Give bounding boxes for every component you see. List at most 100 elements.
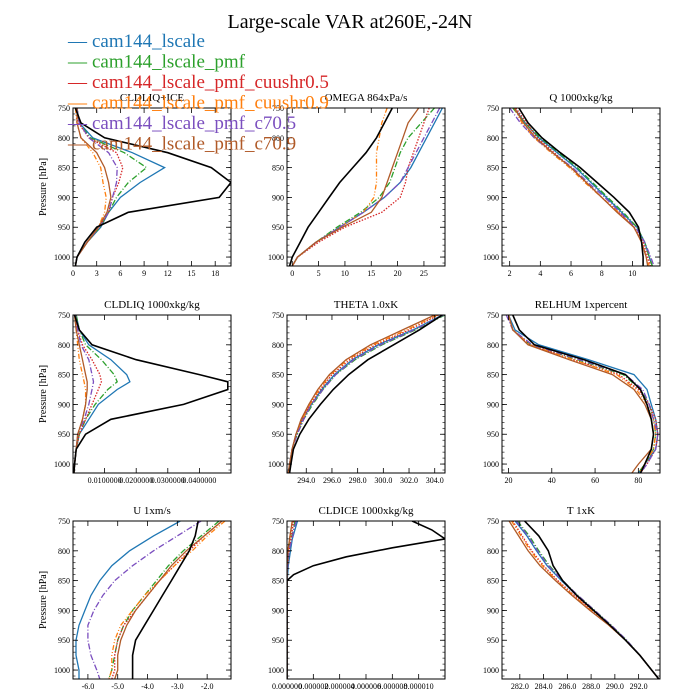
y-tick-label: 950: [58, 430, 70, 439]
x-tick-label: 294.0: [297, 476, 315, 485]
plot-frame: [501, 107, 661, 267]
series-line-4: [108, 521, 226, 679]
series-line-3: [507, 315, 659, 473]
y-tick-label: 800: [487, 134, 499, 143]
x-tick-label: -2.0: [201, 682, 214, 691]
series-line-7: [518, 108, 644, 266]
y-tick-label: 850: [272, 577, 284, 586]
y-tick-label: 750: [487, 104, 499, 113]
legend-label: cam144_lscale_pmf_c70.9: [92, 134, 296, 155]
x-tick-label: -3.0: [171, 682, 184, 691]
x-tick-label: 284.0: [535, 682, 553, 691]
y-tick-label: 950: [272, 223, 284, 232]
y-tick-label: 750: [58, 311, 70, 320]
y-tick-label: 1000: [268, 666, 284, 675]
legend-label: cam144_lscale: [92, 31, 205, 52]
chart-panel-9: 750 800 850 900 950 1000 282.0 284.0 286.0 288.0 2…: [483, 505, 661, 691]
panel-title: OMEGA 864xPa/s: [325, 92, 408, 104]
y-tick-label: 850: [58, 164, 70, 173]
legend-entry-5: — cam144_lscale_pmf_c70.5: [67, 113, 296, 134]
y-tick-label: 900: [487, 193, 499, 202]
series-line-7: [288, 315, 443, 473]
chart-panel-6: 750 800 850 900 950 1000 20 40 60 80 RELHUM 1xperc…: [483, 299, 661, 485]
series-line-2: [74, 108, 148, 266]
series-line-7: [524, 521, 660, 679]
y-tick-label: 800: [272, 547, 284, 556]
x-tick-label: 8: [600, 269, 604, 278]
series-line-3: [287, 315, 439, 473]
x-tick-label: 0.0100000: [88, 476, 122, 485]
y-tick-label: 950: [487, 636, 499, 645]
x-tick-label: 15: [188, 269, 196, 278]
y-tick-label: 850: [487, 577, 499, 586]
series-line-7: [288, 108, 394, 266]
x-tick-label: 0.0200000: [119, 476, 153, 485]
legend-entry-3: — cam144_lscale_pmf_cuushr0.5: [67, 72, 329, 93]
chart-panel-7: 750 800 850 900 950 1000 -6.0 -5.0 -4.0 -3.0 -2.0 U…: [38, 505, 232, 691]
series-group: [74, 108, 231, 266]
plot-frame: [501, 314, 661, 474]
series-line-7: [74, 108, 231, 266]
y-tick-label: 1000: [54, 460, 70, 469]
x-tick-label: 0.000010: [404, 682, 434, 691]
series-group: [287, 521, 445, 679]
x-tick-label: 25: [420, 269, 428, 278]
panel-title: CLDLIQ 1000xkg/kg: [104, 299, 200, 311]
x-tick-label: 2: [508, 269, 512, 278]
series-line-2: [516, 521, 660, 679]
chart-panel-1: 750 800 850 900 950 10000 3 6 9 12 15 18 CLDLIQ+ICE P…: [38, 92, 232, 278]
y-tick-label: 750: [272, 517, 284, 526]
x-tick-label: 298.0: [349, 476, 367, 485]
plot-frame: [286, 314, 446, 474]
legend-label: cam144_lscale_pmf_cuushr0.5: [92, 72, 329, 93]
series-line-4: [513, 108, 650, 266]
panel-title: CLDICE 1000xkg/kg: [318, 505, 414, 517]
y-tick-label: 900: [272, 400, 284, 409]
series-line-6: [114, 521, 223, 679]
figure-title: Large-scale VAR at260E,-24N: [228, 11, 473, 33]
legend-entry-4: — cam144_lscale_pmf_cuushr0.9: [67, 93, 329, 114]
series-group: [505, 315, 659, 473]
x-tick-label: 3: [95, 269, 99, 278]
y-axis-label: Pressure [hPa]: [38, 365, 49, 423]
y-tick-label: 900: [58, 400, 70, 409]
x-tick-label: 286.0: [558, 682, 576, 691]
y-tick-label: 950: [58, 223, 70, 232]
series-line-5: [505, 315, 659, 473]
legend-marker: —: [67, 72, 88, 93]
chart-panel-8: 75080085090095010000.0000000.0000020.000…: [268, 505, 446, 691]
y-tick-label: 850: [487, 371, 499, 380]
series-line-3: [291, 108, 430, 266]
x-tick-label: 4: [538, 269, 542, 278]
x-tick-label: 10: [628, 269, 636, 278]
series-line-5: [73, 315, 95, 473]
y-tick-label: 850: [272, 164, 284, 173]
series-line-3: [515, 108, 652, 266]
series-line-3: [512, 521, 660, 679]
legend-label: cam144_lscale_pmf: [92, 52, 246, 73]
series-line-7: [512, 315, 655, 473]
series-line-6: [74, 108, 112, 266]
series-line-5: [515, 521, 660, 679]
x-tick-label: 0.000004: [325, 682, 355, 691]
y-tick-label: 1000: [54, 666, 70, 675]
x-tick-label: 10: [341, 269, 349, 278]
series-line-1: [514, 521, 660, 679]
x-tick-label: 0.000006: [351, 682, 381, 691]
y-tick-label: 1000: [483, 666, 499, 675]
series-line-2: [73, 315, 118, 473]
x-tick-label: 0.000002: [298, 682, 328, 691]
y-tick-label: 950: [272, 636, 284, 645]
legend-entry-2: — cam144_lscale_pmf: [67, 52, 246, 73]
panel-title: U 1xm/s: [133, 505, 171, 517]
y-tick-label: 950: [487, 430, 499, 439]
panel-title: Q 1000xkg/kg: [549, 92, 613, 104]
legend: — cam144_lscale— cam144_lscale_pmf— cam144_…: [67, 31, 329, 155]
series-group: [287, 315, 445, 473]
x-tick-label: 18: [211, 269, 219, 278]
series-line-4: [291, 108, 388, 266]
series-line-6: [507, 315, 655, 473]
x-tick-label: -6.0: [82, 682, 95, 691]
panel-title: RELHUM 1xpercent: [535, 299, 628, 311]
